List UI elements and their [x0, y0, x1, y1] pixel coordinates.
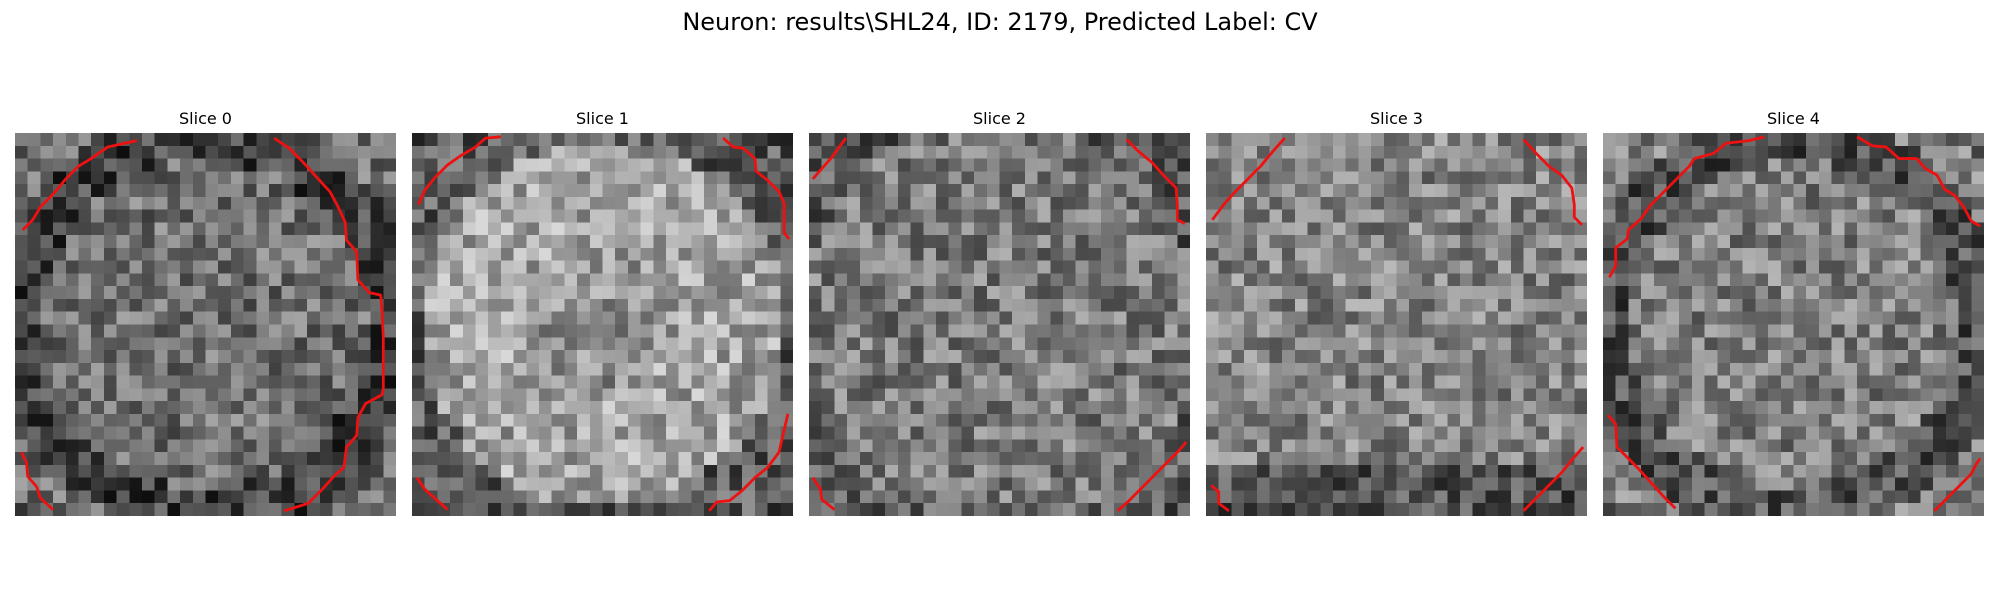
slice-panel-0: Slice 0	[15, 108, 396, 518]
figure-title: Neuron: results\SHL24, ID: 2179, Predict…	[682, 8, 1318, 36]
slice-image	[1603, 133, 1984, 516]
slice-panel-1: Slice 1	[412, 108, 793, 518]
slice-title: Slice 4	[1767, 109, 1820, 128]
slice-panel-2: Slice 2	[809, 108, 1190, 518]
slice-image	[809, 133, 1190, 516]
slice-image	[412, 133, 793, 516]
slice-title: Slice 1	[576, 109, 629, 128]
slice-title: Slice 2	[973, 109, 1026, 128]
slice-image	[15, 133, 396, 516]
slice-title: Slice 3	[1370, 109, 1423, 128]
slice-image	[1206, 133, 1587, 516]
slice-title: Slice 0	[179, 109, 232, 128]
slice-panel-4: Slice 4	[1603, 108, 1984, 518]
slice-panel-3: Slice 3	[1206, 108, 1587, 518]
